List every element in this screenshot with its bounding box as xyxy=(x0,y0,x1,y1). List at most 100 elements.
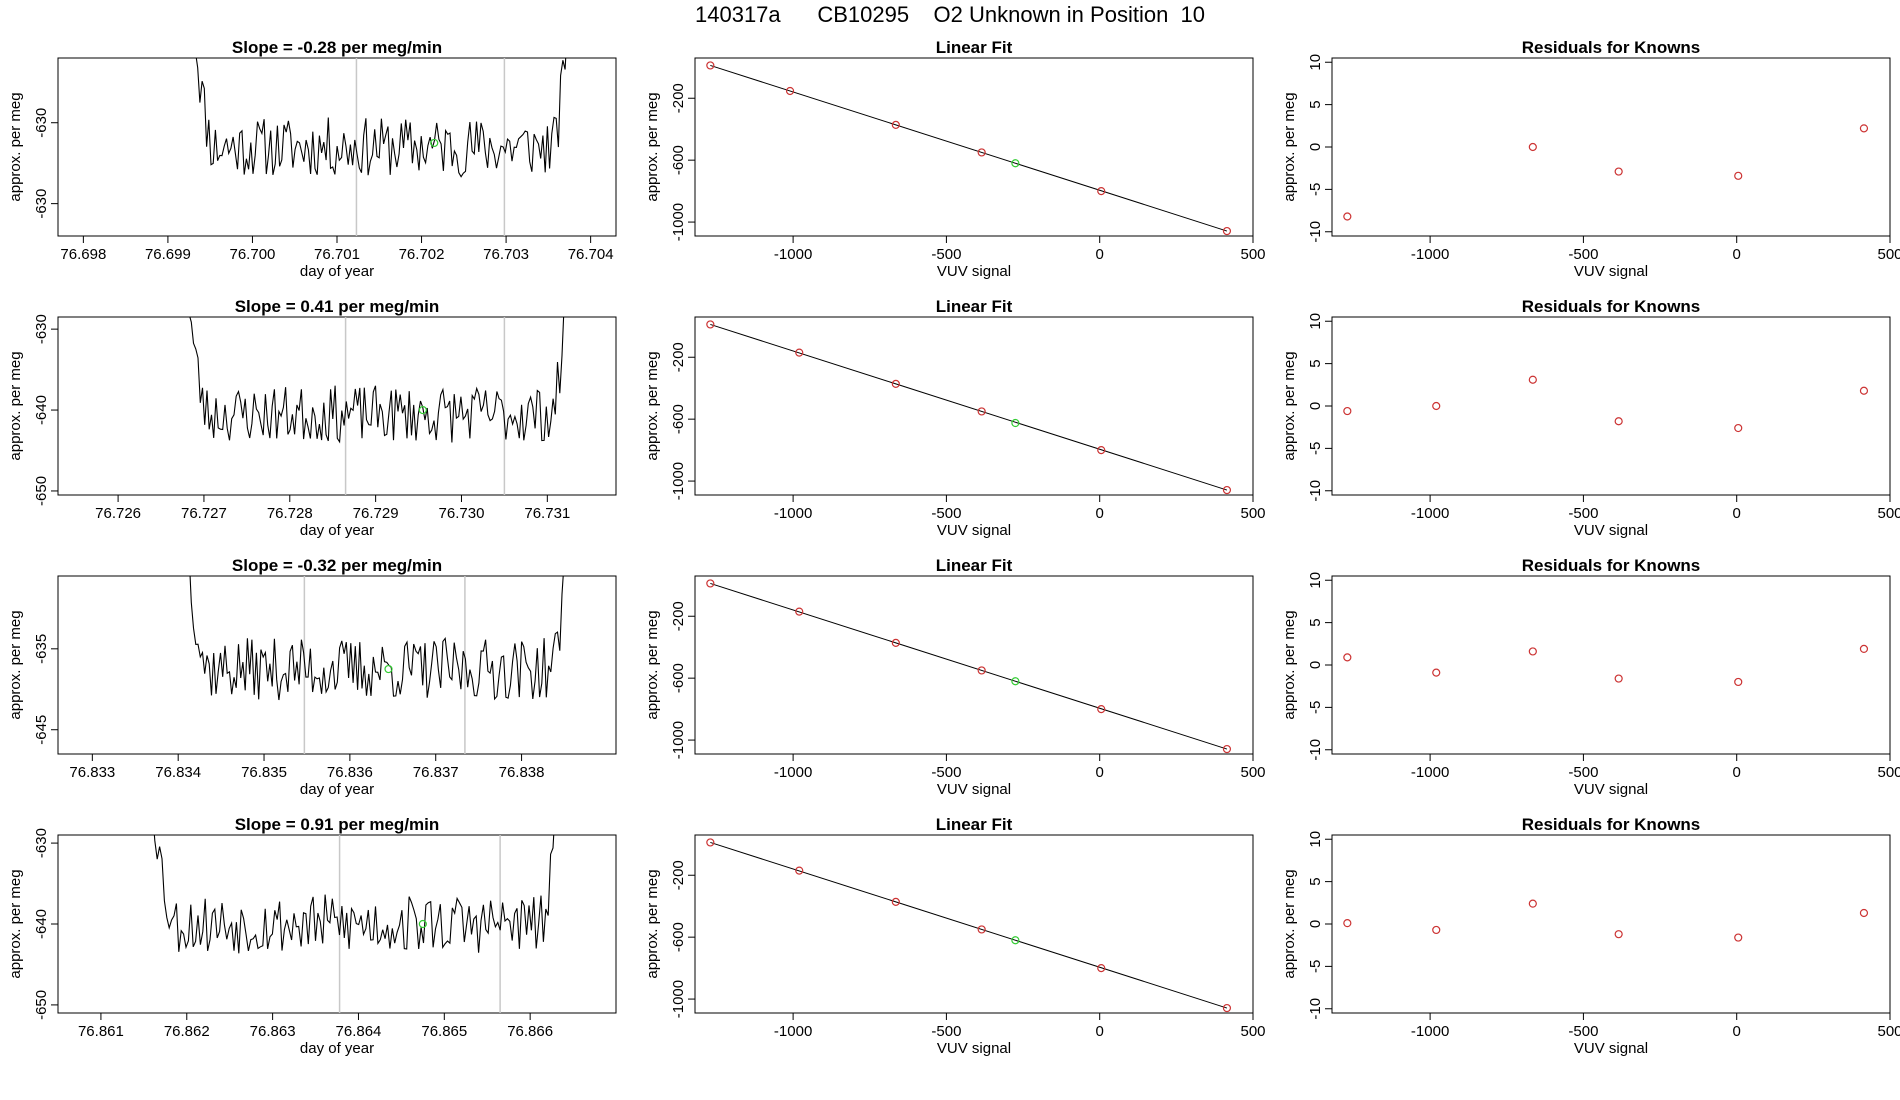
unknown-point xyxy=(418,405,427,415)
panel-3-3: Residuals for Knowns -1000 -500 0 500 10 5 0 -5 -… xyxy=(1281,556,1900,798)
panel-title: Residuals for Knowns xyxy=(1522,297,1701,316)
panel-title: Slope = 0.91 per meg/min xyxy=(235,815,440,834)
plot-frame xyxy=(57,575,617,755)
y-axis-label: approx. per meg xyxy=(644,869,661,978)
plot-frame xyxy=(694,834,1254,1014)
x-axis-label: VUV signal xyxy=(937,781,1011,798)
residual-point xyxy=(1432,401,1441,411)
known-point xyxy=(891,638,900,647)
y-tick-label: -630 xyxy=(33,189,50,219)
x-tick-label: 76.728 xyxy=(267,505,313,522)
plot-frame xyxy=(57,316,617,496)
plot-area xyxy=(1343,375,1869,433)
residual-point xyxy=(1734,933,1743,942)
x-tick-label: 76.727 xyxy=(181,505,227,522)
plot-frame xyxy=(1331,316,1891,496)
y-tick-label: -5 xyxy=(1307,701,1324,714)
x-axis-label: day of year xyxy=(300,263,374,280)
y-tick-label: 5 xyxy=(1307,359,1324,367)
residual-point xyxy=(1614,417,1623,426)
y-tick-label: -200 xyxy=(670,83,687,113)
y-axis-label: approx. per meg xyxy=(7,351,24,460)
y-tick-label: -10 xyxy=(1307,739,1324,761)
panel-title: Residuals for Knowns xyxy=(1522,38,1701,57)
x-tick-label: -1000 xyxy=(1411,764,1449,781)
signal-trace xyxy=(189,576,564,701)
y-tick-label: -630 xyxy=(33,108,50,138)
x-tick-label: -500 xyxy=(931,505,961,522)
y-tick-label: -600 xyxy=(670,663,687,693)
y-tick-label: -640 xyxy=(33,395,50,425)
known-point xyxy=(1222,744,1232,754)
known-point xyxy=(977,925,986,934)
panel-2-1: Slope = 0.41 per meg/min 76.726 76.727 76.7… xyxy=(7,297,617,539)
y-axis-label: approx. per meg xyxy=(1281,869,1298,978)
x-tick-label: -500 xyxy=(1568,764,1598,781)
y-tick-label: -5 xyxy=(1307,183,1324,196)
unknown-point xyxy=(430,138,439,148)
y-axis-label: approx. per meg xyxy=(7,610,24,719)
panel-2-3: Residuals for Knowns -1000 -500 0 500 10 5 0 -5 -… xyxy=(1281,297,1900,539)
y-tick-label: 0 xyxy=(1307,920,1324,928)
residual-point xyxy=(1614,674,1623,683)
y-tick-label: -630 xyxy=(33,828,50,858)
x-tick-label: 76.837 xyxy=(413,764,459,781)
x-axis-label: VUV signal xyxy=(937,522,1011,539)
panel-3-1: Slope = -0.32 per meg/min 76.833 76.834 76.… xyxy=(7,556,617,798)
x-tick-label: -1000 xyxy=(1411,1023,1449,1040)
x-tick-label: 0 xyxy=(1733,764,1741,781)
residual-point xyxy=(1734,423,1743,433)
x-tick-label: 76.699 xyxy=(145,246,191,263)
known-point xyxy=(706,579,715,588)
x-tick-label: 76.862 xyxy=(164,1023,210,1040)
x-tick-label: -500 xyxy=(1568,505,1598,522)
y-tick-label: -1000 xyxy=(670,980,687,1018)
y-tick-label: 5 xyxy=(1307,618,1324,626)
x-tick-label: 76.702 xyxy=(399,246,445,263)
x-tick-label: 500 xyxy=(1240,764,1265,781)
residual-point xyxy=(1528,899,1537,908)
y-axis-label: approx. per meg xyxy=(644,351,661,460)
plot-frame xyxy=(1331,575,1891,755)
x-tick-label: 0 xyxy=(1733,505,1741,522)
plot-area xyxy=(189,317,565,495)
x-tick-label: -1000 xyxy=(1411,505,1449,522)
panel-title: Linear Fit xyxy=(936,38,1013,57)
x-axis-label: VUV signal xyxy=(937,263,1011,280)
plot-area xyxy=(706,838,1232,1013)
signal-trace xyxy=(153,835,555,954)
x-tick-label: 76.863 xyxy=(250,1023,296,1040)
x-tick-label: 76.700 xyxy=(230,246,276,263)
fit-line xyxy=(710,323,1228,491)
y-tick-label: 5 xyxy=(1307,877,1324,885)
x-tick-label: -1000 xyxy=(774,1023,812,1040)
known-point xyxy=(706,838,715,847)
x-tick-label: -1000 xyxy=(1411,246,1449,263)
signal-trace xyxy=(189,317,565,444)
figure-title: 140317a CB10295 O2 Unknown in Position 1… xyxy=(695,2,1205,27)
residual-point xyxy=(1343,653,1352,662)
panel-2-2: Linear Fit -1000 -500 0 500 -200 -600 -1000 VUV … xyxy=(644,297,1266,539)
y-tick-label: 5 xyxy=(1307,100,1324,108)
panel-title: Slope = -0.28 per meg/min xyxy=(232,38,442,57)
known-point xyxy=(1222,485,1232,495)
y-axis-label: approx. per meg xyxy=(7,869,24,978)
residual-point xyxy=(1343,406,1352,416)
x-tick-label: 76.835 xyxy=(241,764,287,781)
known-point xyxy=(785,86,795,96)
panel-4-3: Residuals for Knowns -1000 -500 0 500 10 5 0 -5 -… xyxy=(1281,815,1900,1057)
panel-title: Linear Fit xyxy=(936,556,1013,575)
panel-title: Residuals for Knowns xyxy=(1522,556,1701,575)
x-tick-label: -1000 xyxy=(774,246,812,263)
y-tick-label: -10 xyxy=(1307,480,1324,502)
known-point xyxy=(795,866,804,875)
signal-trace xyxy=(195,58,567,178)
known-point xyxy=(1097,705,1106,714)
y-axis-label: approx. per meg xyxy=(1281,610,1298,719)
known-point xyxy=(977,407,986,416)
y-axis-label: approx. per meg xyxy=(644,92,661,201)
residual-point xyxy=(1859,908,1869,918)
panel-4-1: Slope = 0.91 per meg/min 76.861 76.862 76.8… xyxy=(7,815,617,1057)
plot-frame xyxy=(694,575,1254,755)
y-tick-label: -640 xyxy=(33,909,50,939)
